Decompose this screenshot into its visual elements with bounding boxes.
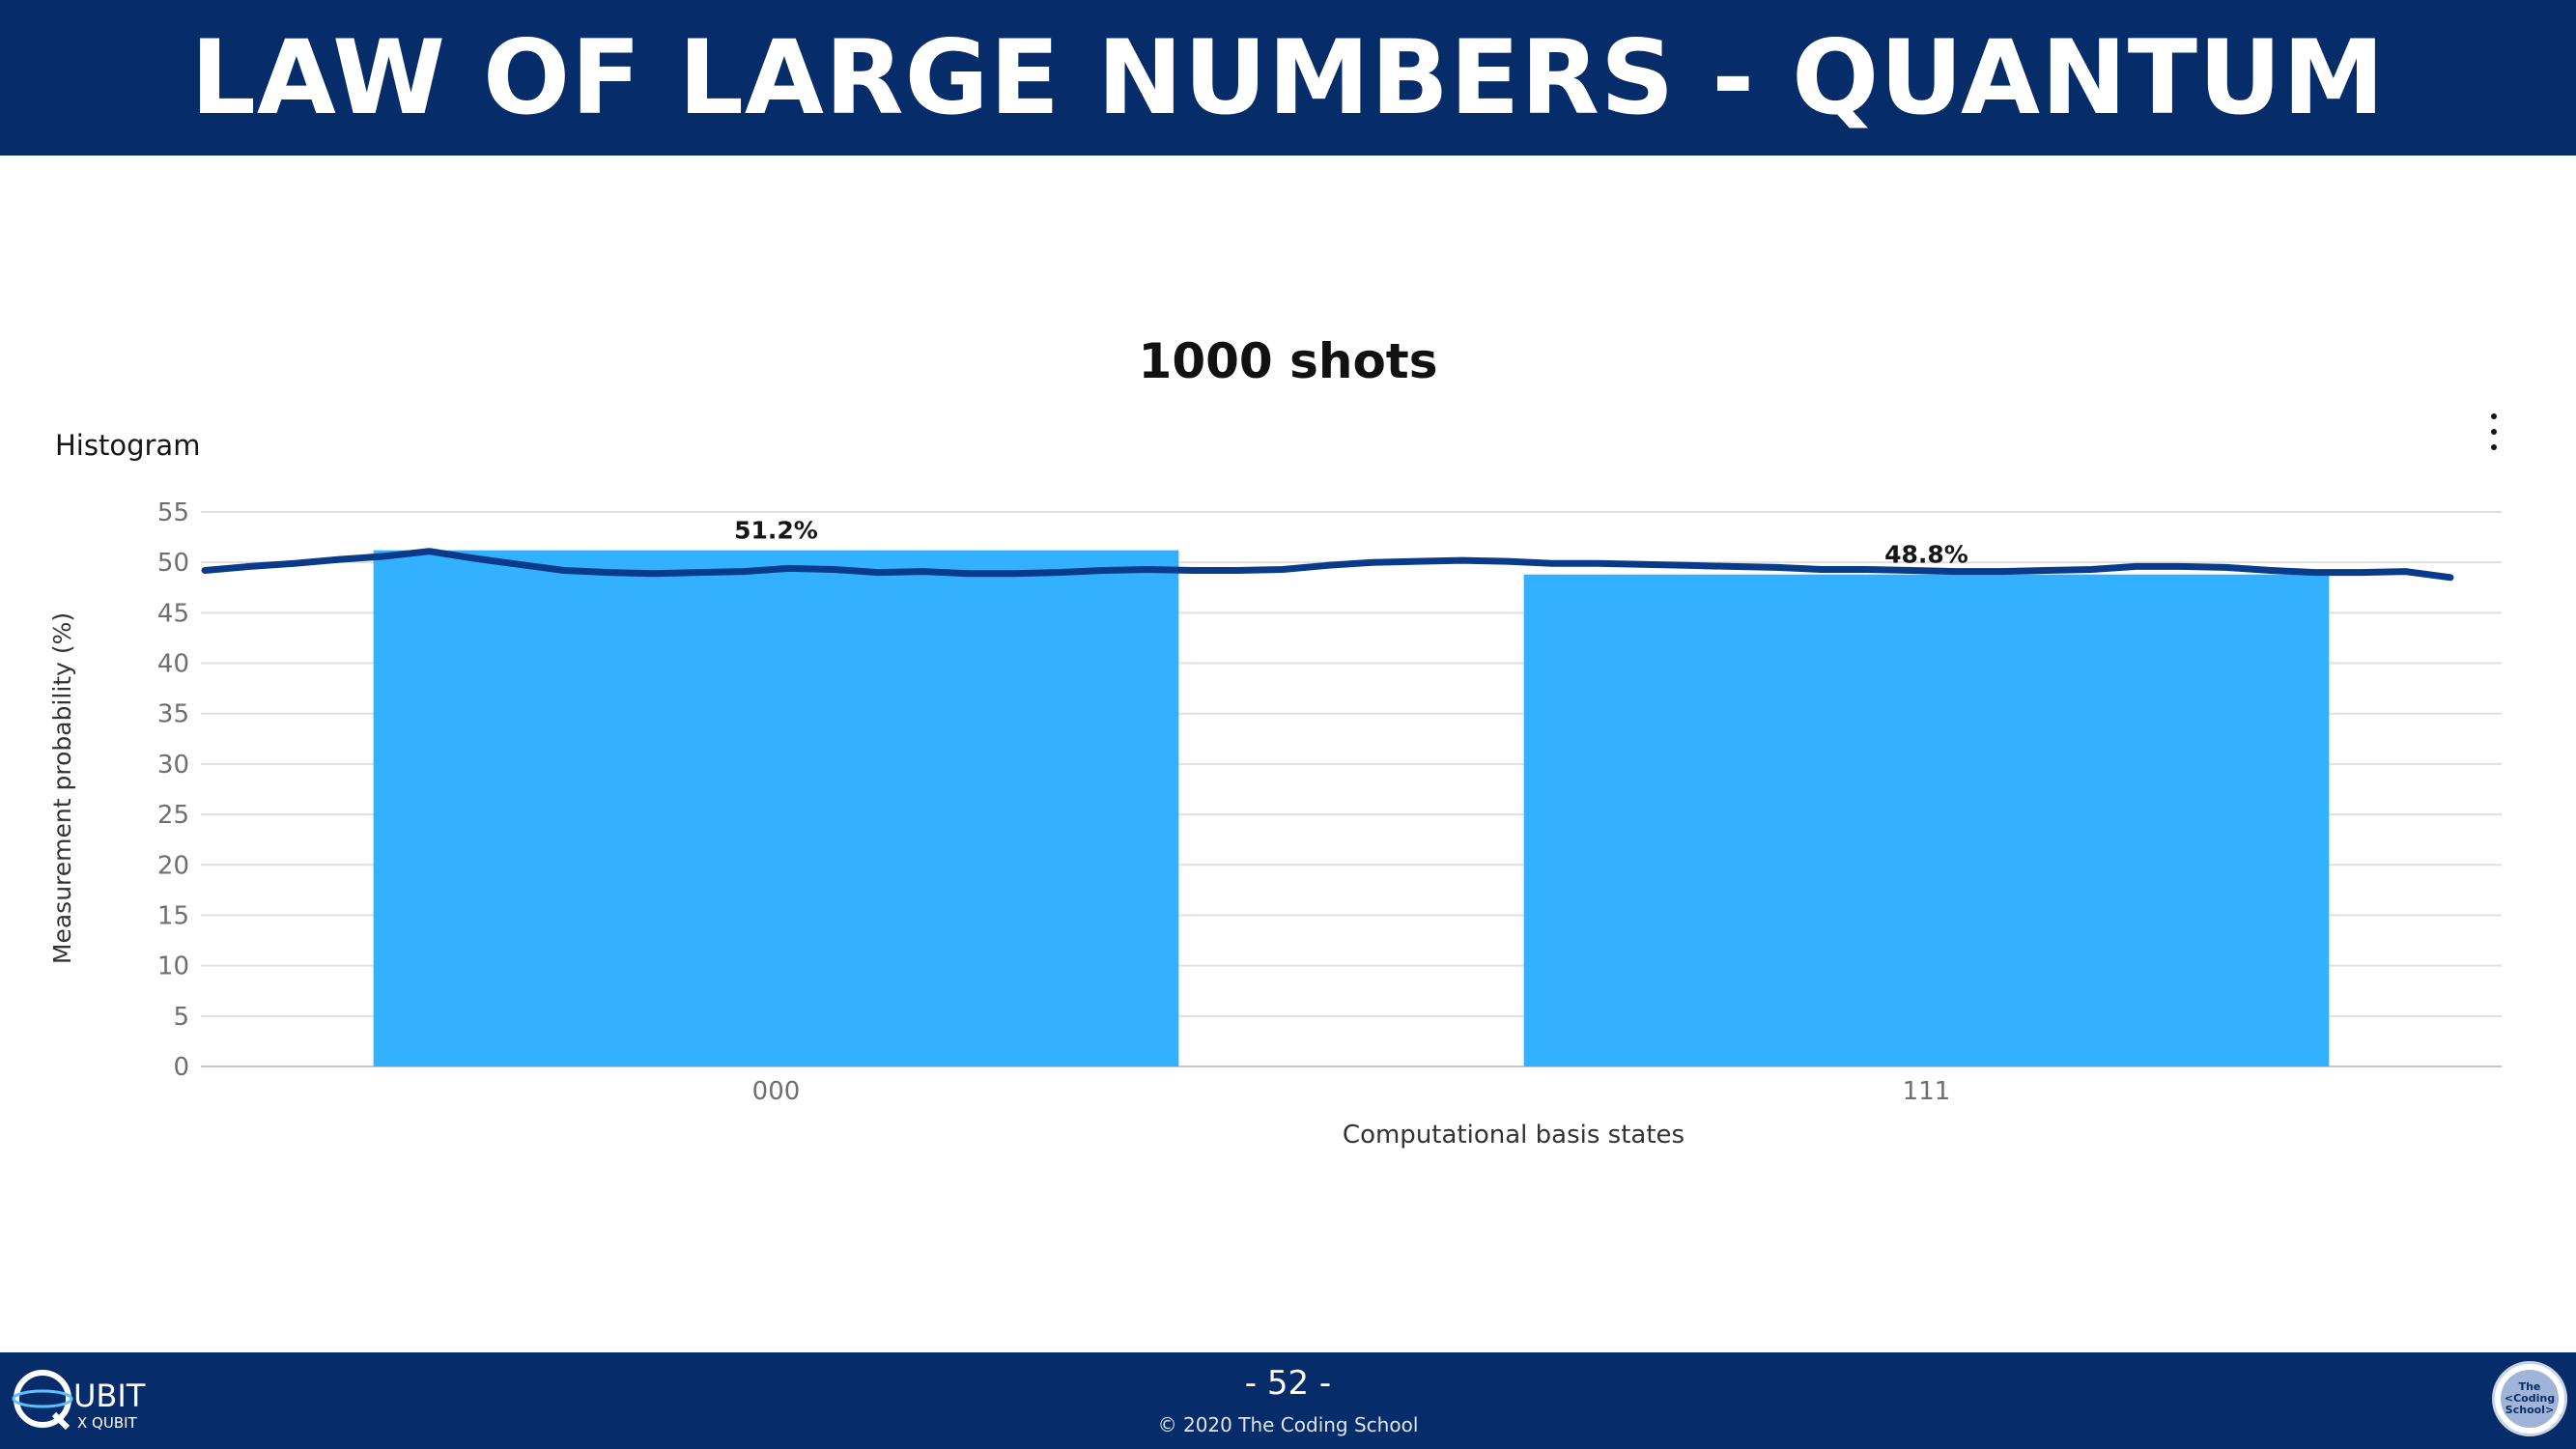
qubit-logo-text: UBIT [73,1378,146,1414]
bar-000 [373,550,1179,1066]
footer-bar: UBIT X QUBIT - 52 - © 2020 The Coding Sc… [0,1352,2576,1449]
data-label: 48.8% [1884,541,1968,569]
chart-title: 1000 shots [1138,333,1438,389]
y-tick-label: 5 [173,1003,189,1032]
y-tick-label: 50 [157,549,189,578]
hand-drawn-line [201,548,2454,582]
y-tick-label: 10 [157,952,189,981]
x-tick-label: 000 [752,1077,801,1106]
bar-111 [1523,574,2330,1066]
menu-dot [2491,444,2497,450]
y-tick-label: 20 [157,851,189,880]
qubit-logo: UBIT X QUBIT [12,1370,146,1432]
y-axis-title: Measurement probability (%) [48,612,76,964]
y-tick-label: 55 [157,498,189,527]
y-tick-label: 45 [157,599,189,628]
header-bar: LAW OF LARGE NUMBERS - QUANTUM [0,0,2576,156]
menu-dot [2491,413,2497,419]
x-axis-title: Computational basis states [1343,1121,1684,1150]
y-tick-label: 0 [173,1053,189,1082]
y-tick-label: 35 [157,700,189,729]
y-tick-label: 25 [157,801,189,830]
coding-school-logo: The <Coding School> [2492,1361,2567,1436]
menu-dot [2491,429,2497,435]
slide-title: LAW OF LARGE NUMBERS - QUANTUM [190,18,2386,137]
logo-line: <Coding [2504,1392,2556,1405]
kebab-menu-icon[interactable] [2477,408,2511,456]
y-tick-label: 40 [157,650,189,679]
y-tick-label: 15 [157,901,189,930]
y-tick-label: 30 [157,751,189,780]
x-tick-label: 111 [1903,1077,1951,1106]
page-number: - 52 - [1244,1364,1332,1403]
panel-label: Histogram [55,429,201,462]
logo-line: The [2518,1380,2541,1393]
logo-line: School> [2505,1404,2555,1416]
qubit-logo-subtext: X QUBIT [77,1414,138,1432]
data-label: 51.2% [734,517,818,545]
copyright: © 2020 The Coding School [1157,1413,1419,1436]
